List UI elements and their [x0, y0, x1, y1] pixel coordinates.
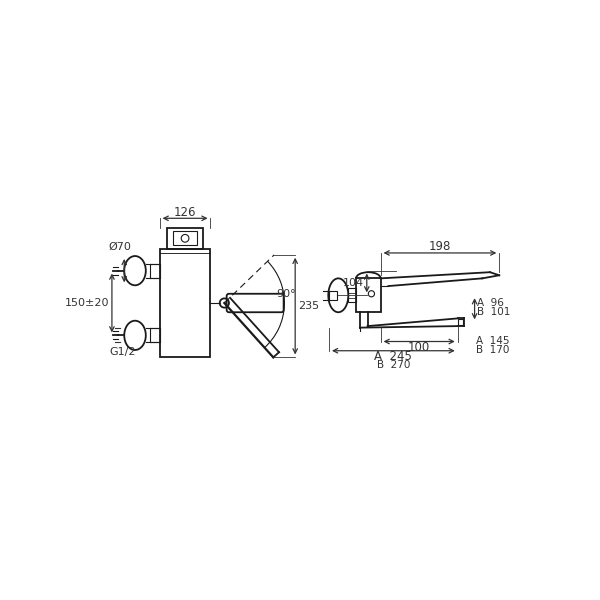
Text: B  170: B 170 — [476, 345, 509, 355]
Text: 90°: 90° — [277, 289, 296, 299]
Text: 235: 235 — [298, 301, 319, 311]
Bar — [167, 227, 203, 249]
Bar — [160, 249, 211, 357]
Text: A  145: A 145 — [476, 337, 509, 346]
Text: A  245: A 245 — [374, 350, 412, 362]
Bar — [349, 289, 356, 302]
Text: 198: 198 — [429, 240, 451, 253]
Bar — [458, 319, 463, 325]
Bar — [173, 232, 197, 245]
Bar — [356, 278, 380, 312]
Bar — [329, 290, 337, 300]
Text: B  270: B 270 — [377, 359, 410, 370]
Text: 126: 126 — [174, 206, 196, 218]
Text: Ø70: Ø70 — [108, 241, 131, 251]
Text: 150±20: 150±20 — [64, 298, 109, 308]
Text: 104: 104 — [343, 278, 364, 288]
Bar — [151, 328, 160, 342]
Text: A  96: A 96 — [477, 298, 504, 308]
Bar — [151, 264, 160, 278]
Text: G1/2: G1/2 — [109, 347, 136, 357]
Text: B  101: B 101 — [477, 307, 510, 317]
Text: 100: 100 — [408, 341, 430, 354]
